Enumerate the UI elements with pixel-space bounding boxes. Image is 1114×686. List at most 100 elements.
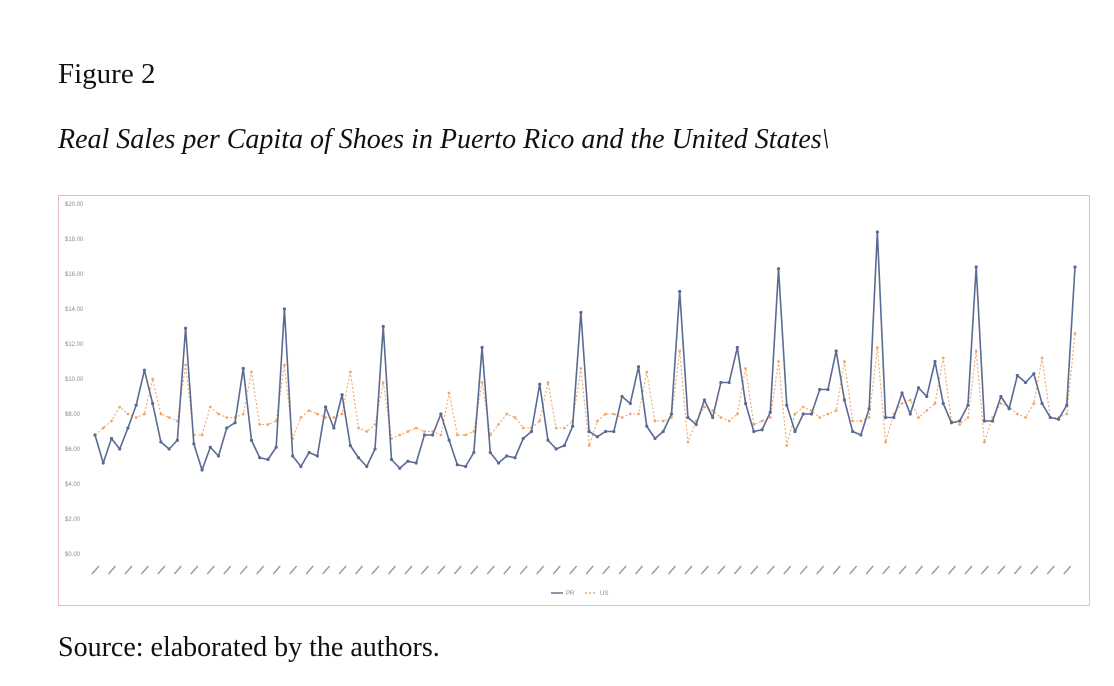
data-point-us <box>340 412 344 416</box>
data-point-pr <box>818 387 822 392</box>
x-tick-mark <box>420 565 429 575</box>
data-point-us <box>225 416 229 419</box>
data-point-pr <box>529 429 534 434</box>
data-point-us <box>595 419 599 423</box>
x-tick-mark <box>404 565 413 575</box>
data-point-pr <box>266 457 270 462</box>
data-point-us <box>1024 416 1027 419</box>
y-tick-label: $10.00 <box>65 377 84 383</box>
data-point-us <box>744 367 747 370</box>
data-point-pr <box>1015 373 1019 378</box>
x-tick-mark <box>1046 565 1055 575</box>
y-tick-label: $12.00 <box>65 342 84 348</box>
x-axis-ticks <box>91 565 1072 575</box>
x-tick-mark <box>651 565 660 575</box>
data-point-pr <box>208 445 212 449</box>
data-point-pr <box>826 387 830 392</box>
legend-label-us: US <box>600 591 608 597</box>
data-point-pr <box>216 454 221 458</box>
data-point-us <box>1015 412 1019 416</box>
x-tick-mark <box>338 565 347 575</box>
data-point-us <box>381 381 385 384</box>
data-point-pr <box>678 289 682 294</box>
data-point-us <box>793 412 797 416</box>
data-point-pr <box>579 310 583 315</box>
data-point-pr <box>348 443 352 448</box>
data-point-us <box>908 398 912 402</box>
data-point-pr <box>142 368 147 372</box>
data-point-us <box>867 416 871 419</box>
data-point-pr <box>365 464 369 469</box>
x-tick-mark <box>667 565 676 575</box>
y-tick-label: $18.00 <box>65 237 84 243</box>
x-tick-mark <box>783 565 792 575</box>
data-point-pr <box>702 398 707 402</box>
x-tick-mark <box>635 565 644 575</box>
data-point-pr <box>743 401 748 406</box>
data-point-pr <box>447 438 451 442</box>
data-point-us <box>554 426 558 430</box>
data-point-us <box>703 405 706 409</box>
data-point-pr <box>307 450 311 455</box>
data-point-pr <box>356 456 361 460</box>
data-point-pr <box>883 415 888 420</box>
data-point-pr <box>538 382 542 386</box>
data-point-us <box>1065 412 1069 416</box>
data-point-pr <box>521 436 525 441</box>
data-point-pr <box>1073 265 1077 269</box>
data-point-us <box>620 416 624 419</box>
data-point-us <box>999 402 1003 405</box>
data-point-us <box>604 412 607 416</box>
x-tick-mark <box>536 565 545 575</box>
data-point-pr <box>233 421 237 425</box>
data-point-pr <box>1040 401 1044 406</box>
x-tick-mark <box>947 565 956 575</box>
data-point-pr <box>1056 417 1061 421</box>
data-point-pr <box>249 438 254 442</box>
data-point-us <box>101 426 105 430</box>
data-point-pr <box>941 401 945 406</box>
data-point-pr <box>875 230 879 234</box>
x-tick-mark <box>915 565 924 575</box>
data-point-pr <box>439 412 443 416</box>
data-point-pr <box>126 426 130 430</box>
data-point-pr <box>151 401 155 406</box>
data-point-us <box>398 433 402 437</box>
data-point-us <box>151 377 155 381</box>
data-point-us <box>933 402 937 405</box>
data-point-us <box>307 409 311 412</box>
data-point-pr <box>414 461 418 465</box>
data-point-pr <box>225 426 229 430</box>
x-tick-mark <box>371 565 380 575</box>
y-tick-label: $20.00 <box>65 202 84 208</box>
x-tick-mark <box>437 565 446 575</box>
data-point-pr <box>801 412 805 416</box>
data-point-pr <box>661 429 665 434</box>
x-tick-mark <box>585 565 594 575</box>
data-point-pr <box>958 419 962 423</box>
data-point-pr <box>867 407 871 411</box>
figure-title: Real Sales per Capita of Shoes in Puerto… <box>58 124 830 155</box>
data-point-pr <box>1023 380 1028 385</box>
data-point-us <box>110 419 113 423</box>
data-point-us <box>1040 356 1044 360</box>
x-tick-mark <box>519 565 528 575</box>
data-point-us <box>274 419 278 423</box>
data-point-pr <box>1007 407 1011 411</box>
data-point-us <box>546 381 550 384</box>
chart-frame: $0.00 $2.00 $4.00 $6.00 $8.00 $10.00 $12.00 $14… <box>58 195 1090 606</box>
y-tick-label: $2.00 <box>65 517 81 523</box>
data-point-us <box>480 381 484 384</box>
x-tick-mark <box>618 565 627 575</box>
data-point-us <box>843 360 846 363</box>
data-point-pr <box>183 326 188 330</box>
data-point-pr <box>694 422 698 427</box>
figure-source: Source: elaborated by the authors. <box>58 632 440 663</box>
data-point-us <box>735 412 739 416</box>
x-tick-mark <box>602 565 611 575</box>
data-point-us <box>134 416 138 419</box>
data-point-us <box>727 419 731 423</box>
data-point-us <box>208 405 212 409</box>
data-point-pr <box>167 447 171 451</box>
data-point-pr <box>291 454 295 458</box>
